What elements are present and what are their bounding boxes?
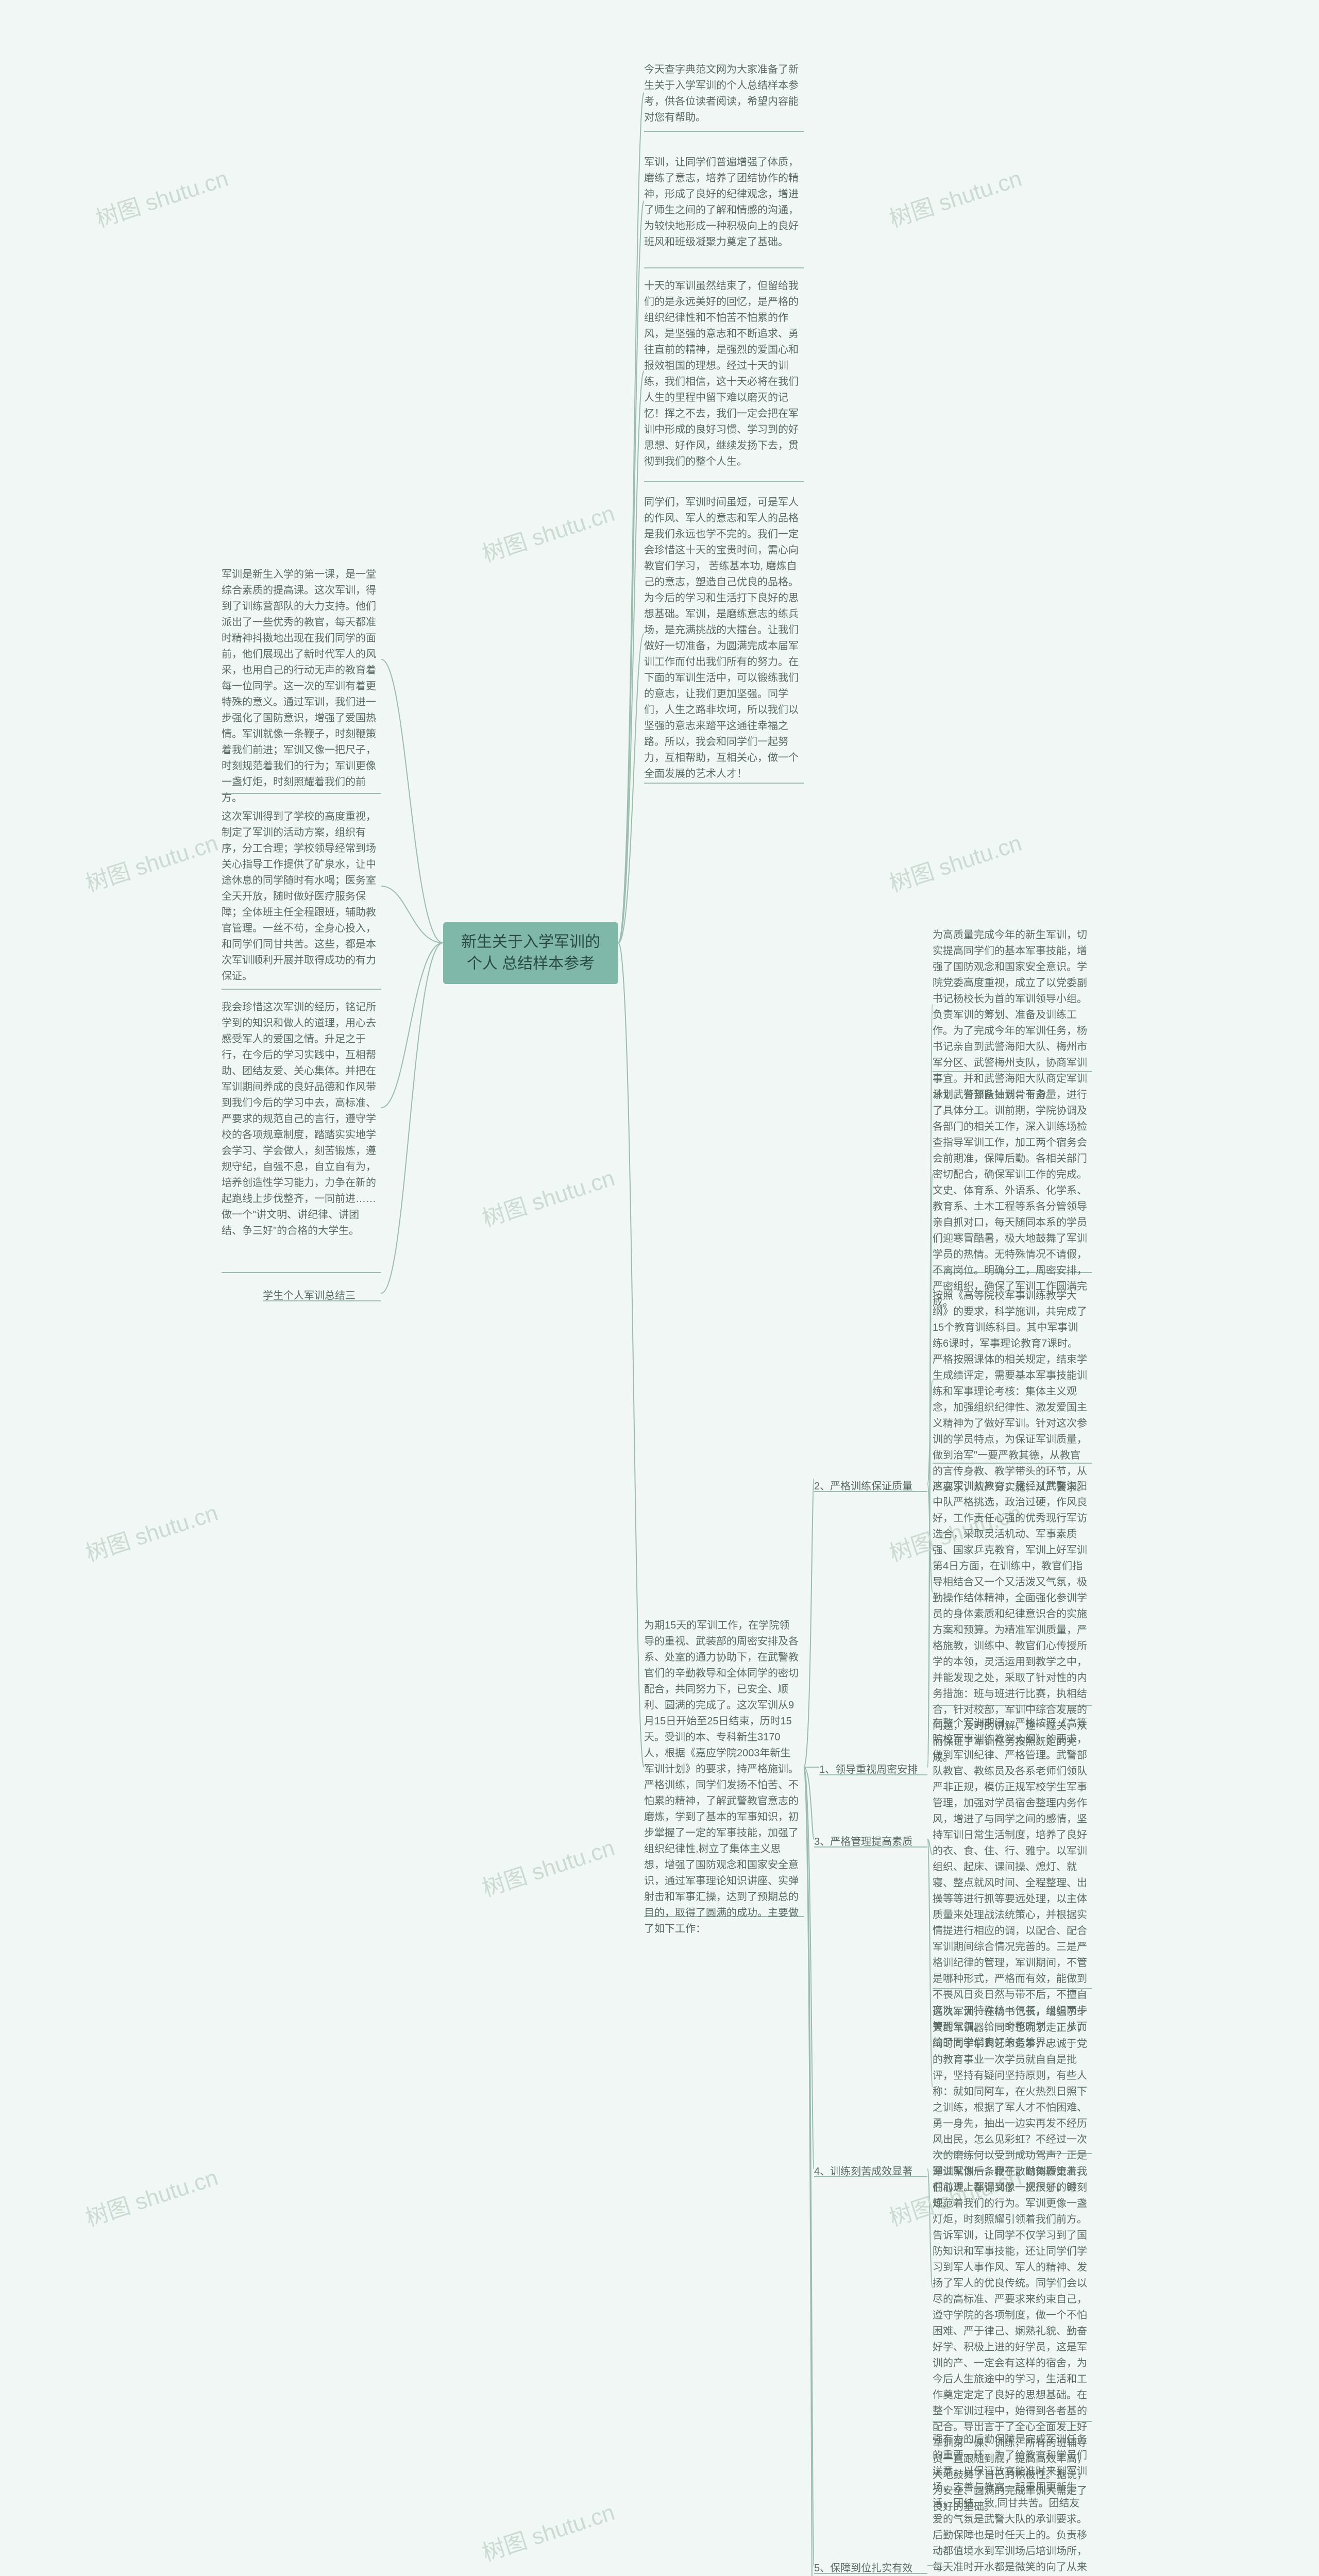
left-summary-label: 学生个人军训总结三 [263, 1288, 356, 1303]
sec1-block-0: 为高质量完成今年的新生军训，切实提高同学们的基本军事技能，增强了国防观念和国家安… [933, 927, 1087, 1103]
right-intro-block-3: 同学们，军训时间虽短，可是军人的作风、军人的意志和军人的品格是我们永远也学不完的… [644, 495, 799, 782]
left-block-1: 这次军训得到了学校的高度重视，制定了军训的活动方案，组织有序，分工合理；学校领导… [222, 809, 376, 985]
root-node[interactable]: 新生关于入学军训的个人 总结样本参考 [443, 922, 618, 984]
sec1-block-1: 承训武警部队抽调骨干力量，进行了具体分工。训前期，学院协调及各部门的相关工作，深… [933, 1087, 1087, 1311]
watermark: 树图 shutu.cn [81, 824, 222, 898]
watermark: 树图 shutu.cn [478, 495, 618, 568]
right-intro-block-2: 十天的军训虽然结束了，但留给我们的是永远美好的回忆，是严格的组织纪律性和不怕苦不… [644, 278, 799, 470]
section-2-label[interactable]: 2、严格训练保证质量 [814, 1479, 912, 1494]
watermark: 树图 shutu.cn [81, 1494, 222, 1568]
sec3-block-0: 在整个军训期间，严格按照《高等院校军事训练教学大纲》的要求，做到军训纪律、严格管… [933, 1716, 1087, 2051]
watermark: 树图 shutu.cn [478, 1829, 618, 1903]
section-4-label[interactable]: 4、训练刻苦成效显著 [814, 2164, 912, 2179]
left-block-0: 军训是新生入学的第一课，是一堂综合素质的提高课。这次军训，得到了训练营部队的大力… [222, 567, 376, 806]
right-intro-block-0: 今天查字典范文网为大家准备了新生关于入学军训的个人总结样本参考，供各位读者阅读，… [644, 62, 799, 126]
watermark: 树图 shutu.cn [885, 160, 1025, 233]
watermark: 树图 shutu.cn [478, 2494, 618, 2567]
left-block-2: 我会珍惜这次军训的经历，铭记所学到的知识和做人的道理，用心去感受军人的爱国之情。… [222, 999, 376, 1239]
watermark: 树图 shutu.cn [81, 2159, 222, 2232]
sec5-block-0: 强有力的后勤保障是完成军训任务的重要一环。为了给教官和学员们送意，以保证放官能准… [933, 2432, 1087, 2576]
sec2-block-0: 按照《高等院校军事训练教学大纲》的要求，科学施训，共完成了15个教育训练科目。其… [933, 1288, 1087, 1496]
watermark: 树图 shutu.cn [478, 1159, 618, 1233]
watermark: 树图 shutu.cn [91, 160, 232, 233]
section-3-label[interactable]: 3、严格管理提高素质 [814, 1834, 912, 1850]
mid-intro-block: 为期15天的军训工作，在学院领导的重视、武装部的周密安排及各系、处室的通力协助下… [644, 1618, 799, 1937]
right-intro-block-1: 军训，让同学们普遍增强了体质，磨练了意志，培养了团结协作的精神，形成了良好的纪律… [644, 155, 799, 250]
section-5-label[interactable]: 5、保障到位扎实有效 [814, 2561, 912, 2576]
section-1-label[interactable]: 1、领导重视周密安排 [819, 1762, 918, 1777]
watermark: 树图 shutu.cn [885, 824, 1025, 898]
